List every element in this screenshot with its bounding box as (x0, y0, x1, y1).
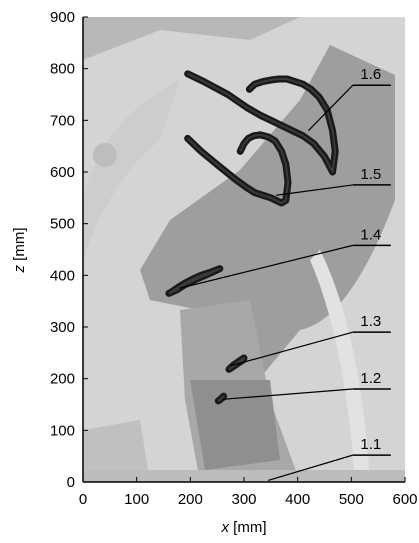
y-tick-label: 600 (50, 164, 75, 181)
x-tick-label: 400 (285, 491, 310, 508)
x-tick-label: 0 (79, 491, 87, 508)
y-axis-label: z [mm] (11, 228, 28, 274)
annotations: 1.6 1.5 1.4 1.3 1.2 1.1 (179, 66, 391, 482)
trajectory-core-1.5 (186, 133, 290, 204)
x-tick-label: 100 (124, 491, 149, 508)
y-ticks: 0 100 200 300 400 500 600 700 800 900 (50, 9, 88, 491)
annotation-label-1.4: 1.4 (360, 226, 381, 243)
x-tick-label: 300 (231, 491, 256, 508)
y-tick-label: 700 (50, 112, 75, 129)
annotation-leader-1.2 (222, 388, 353, 400)
annotation-leader-1.3 (230, 331, 354, 367)
annotation-label-1.6: 1.6 (360, 66, 381, 83)
y-tick-label: 900 (50, 9, 75, 26)
x-axis-label: x [mm] (221, 519, 267, 536)
trajectory-core-1.6 (187, 72, 337, 173)
x-tick-label: 500 (339, 491, 364, 508)
annotation-leader-1.5 (276, 184, 353, 196)
y-tick-label: 500 (50, 216, 75, 233)
x-tick-label: 600 (392, 491, 417, 508)
annotation-label-1.3: 1.3 (360, 313, 381, 330)
annotation-leader-1.1 (267, 454, 354, 482)
y-tick-label: 0 (67, 474, 75, 491)
background-photo (83, 17, 405, 482)
x-tick-label: 200 (178, 491, 203, 508)
annotation-leader-1.4 (179, 244, 353, 289)
annotation-label-1.2: 1.2 (360, 370, 381, 387)
trajectory-core-1.2 (217, 395, 225, 402)
annotation-label-1.5: 1.5 (360, 166, 381, 183)
y-tick-label: 200 (50, 371, 75, 388)
x-ticks: 0 100 200 300 400 500 600 (79, 477, 418, 508)
y-tick-label: 400 (50, 267, 75, 284)
annotation-label-1.1: 1.1 (360, 436, 381, 453)
annotation-leader-1.6 (307, 84, 354, 132)
trajectory-core-1.4 (168, 267, 221, 295)
y-tick-label: 800 (50, 61, 75, 78)
y-tick-label: 300 (50, 319, 75, 336)
y-tick-label: 100 (50, 422, 75, 439)
